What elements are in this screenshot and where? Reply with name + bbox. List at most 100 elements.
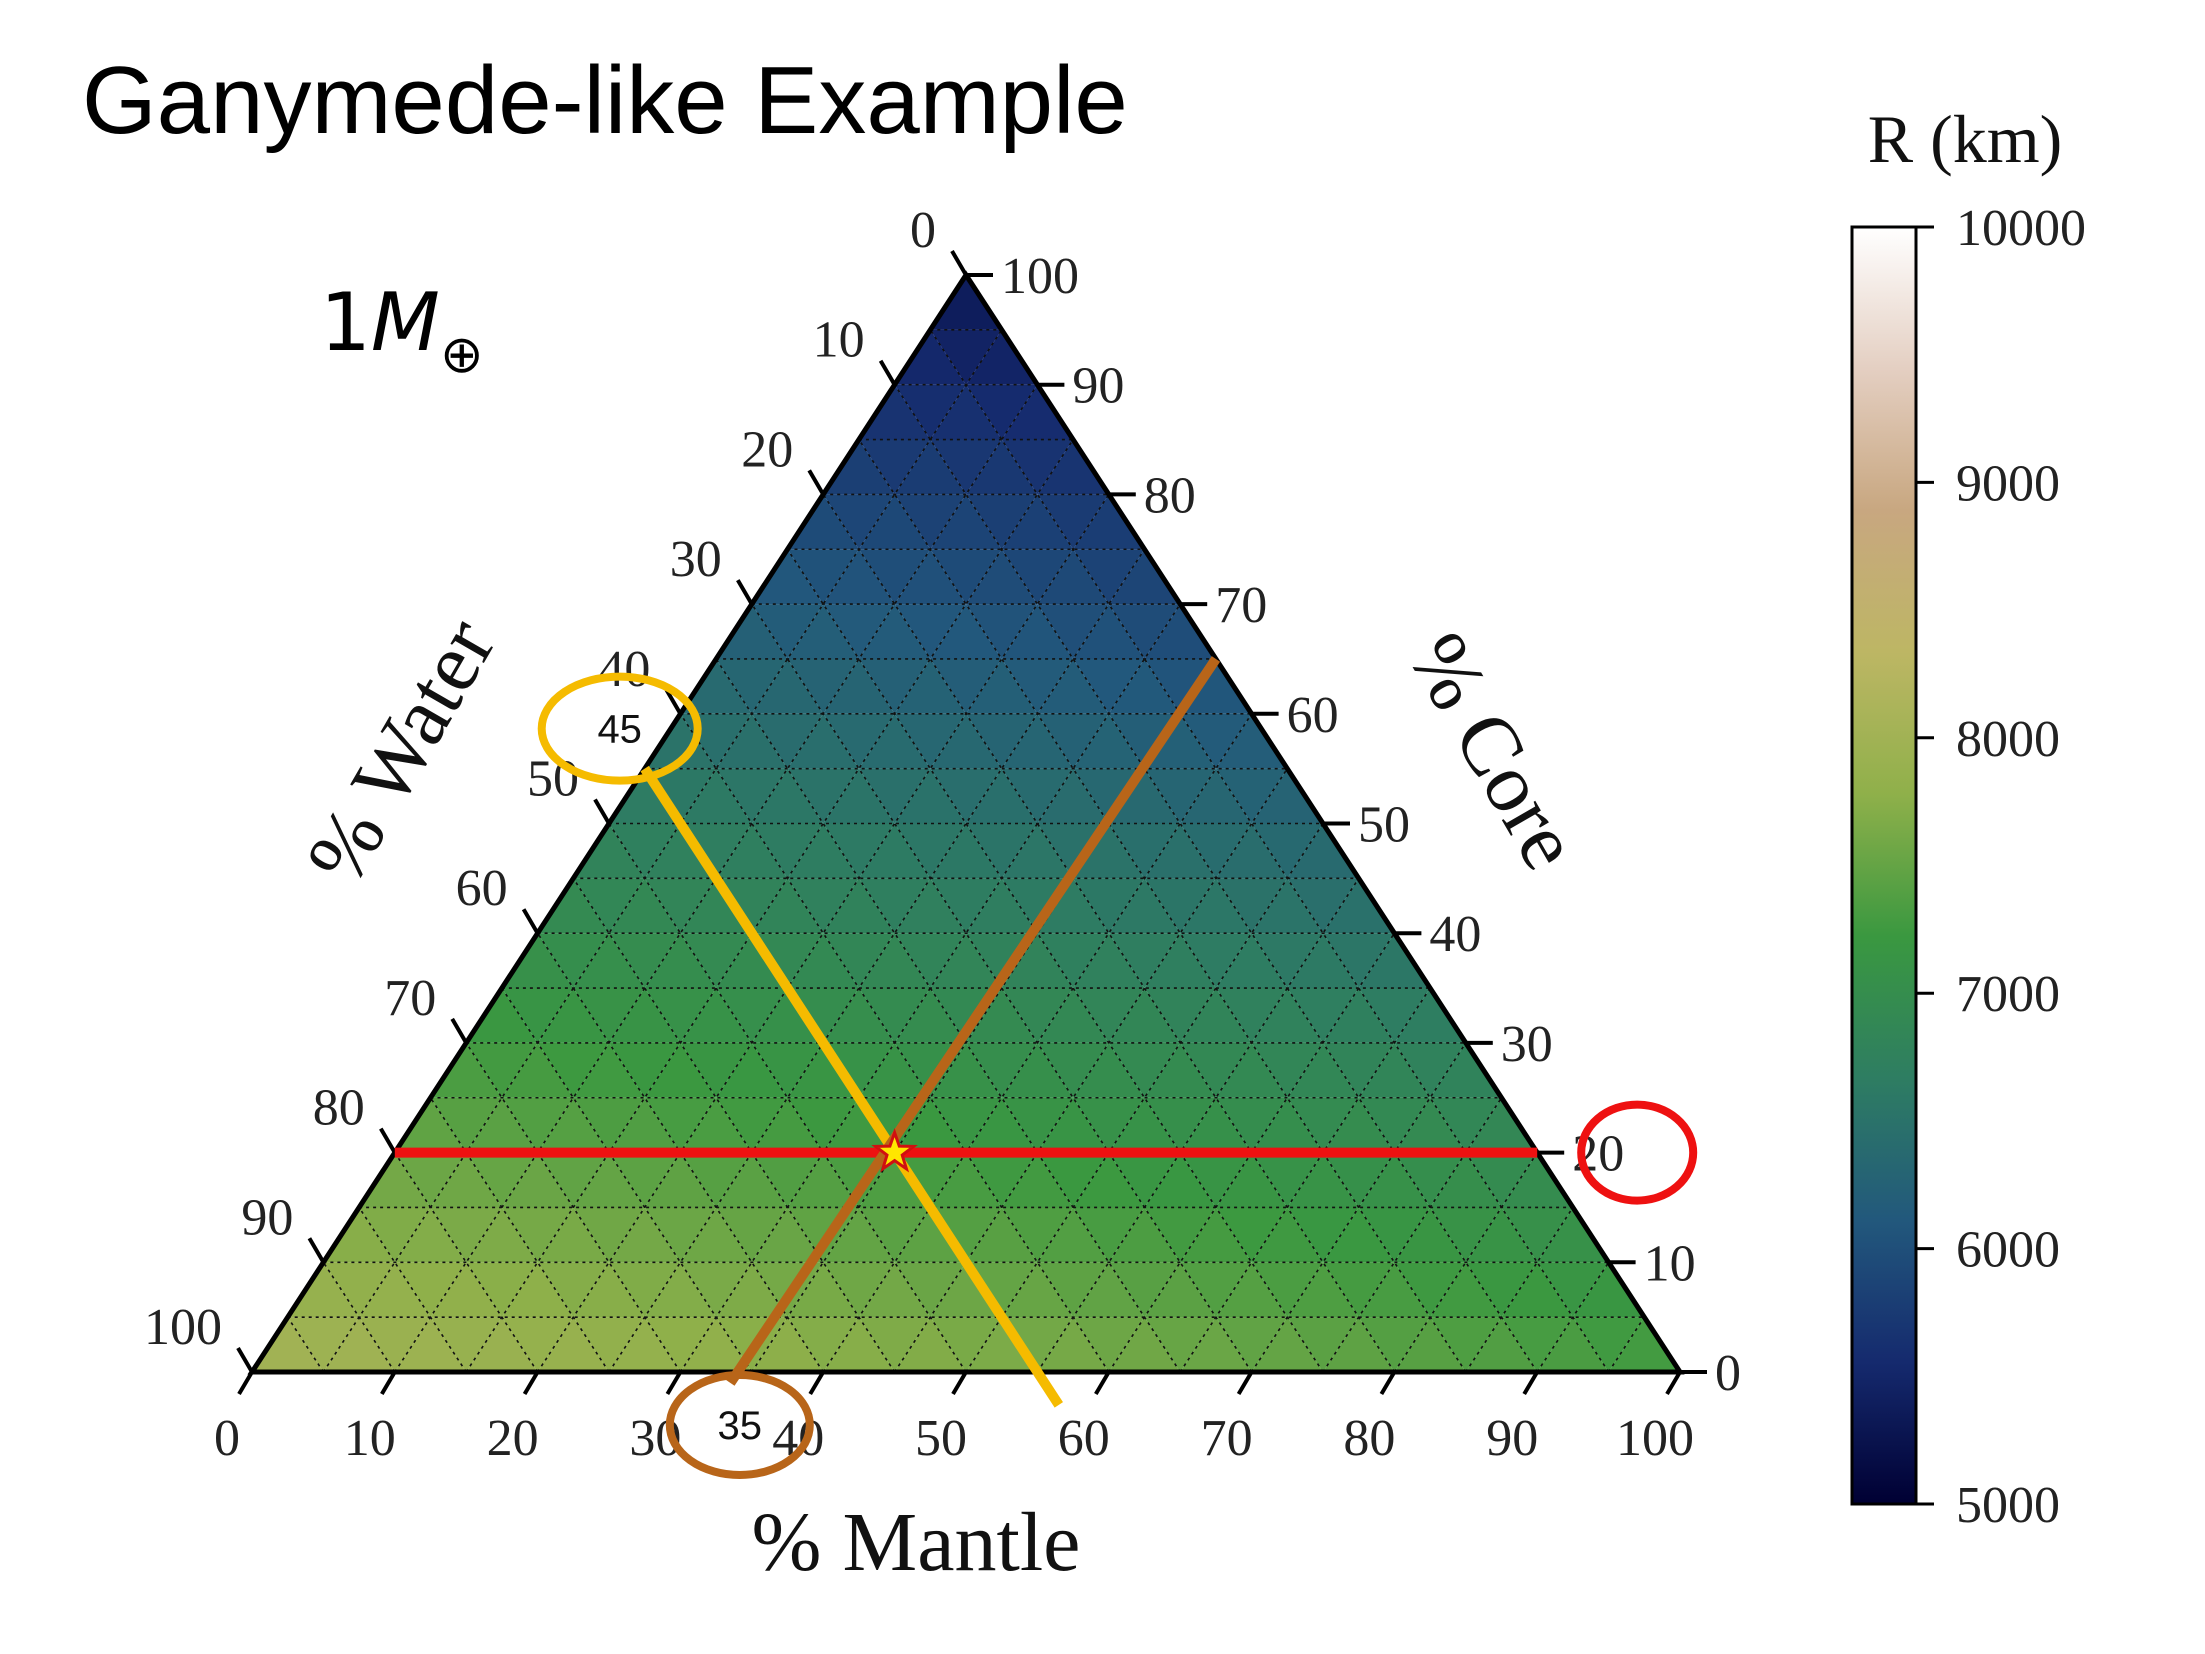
heatmap-cell	[1394, 1207, 1466, 1263]
heatmap-cell	[1001, 1097, 1074, 1153]
heatmap-cell	[716, 1207, 788, 1263]
heatmap-cell	[1287, 1097, 1359, 1153]
heatmap-cell	[858, 1262, 931, 1318]
core-tick-label: 0	[1715, 1345, 1741, 1402]
heatmap-cell	[1501, 1152, 1573, 1208]
heatmap-cell	[1287, 1207, 1359, 1263]
heatmap-cell	[680, 988, 752, 1043]
heatmap-cell	[1037, 768, 1109, 824]
colorbar-tick-label: 5000	[1956, 1477, 2060, 1534]
heatmap-cell	[501, 988, 574, 1043]
heatmap-cell	[1251, 988, 1323, 1043]
heatmap-cell	[787, 1097, 859, 1153]
grid-line	[1465, 1207, 1574, 1372]
heatmap-cell	[751, 549, 824, 605]
heatmap-cell	[894, 494, 966, 550]
heatmap-cell	[894, 439, 966, 495]
heatmap-cell	[1037, 1207, 1109, 1263]
heatmap-cell	[966, 1262, 1038, 1318]
heatmap-cell	[930, 823, 1002, 879]
heatmap-cell	[858, 713, 931, 769]
heatmap-cell	[894, 604, 966, 659]
grid-line	[322, 1261, 396, 1372]
heatmap-cell	[466, 1152, 538, 1208]
callouts: 45 35	[537, 672, 1698, 1479]
heatmap-cell	[751, 1042, 824, 1098]
heatmap-cell	[644, 1207, 717, 1263]
heatmap-cell	[1180, 1207, 1252, 1263]
heatmap-cell	[858, 988, 931, 1043]
heatmap-cell	[1108, 1152, 1181, 1208]
heatmap-cell	[1394, 1317, 1466, 1372]
heatmap-cell	[787, 1262, 859, 1318]
heatmap-cell	[894, 768, 966, 824]
heatmap-cell	[1465, 1262, 1538, 1318]
heatmap-cell	[430, 1207, 502, 1263]
heatmap-cell	[430, 1042, 502, 1098]
heatmap-cell	[751, 988, 824, 1043]
heatmap-cell	[966, 713, 1038, 769]
heatmap-cell	[537, 1097, 609, 1153]
heatmap-cell	[751, 823, 824, 879]
colorbar-gradient	[1850, 225, 1918, 1506]
heatmap-cell	[966, 1207, 1038, 1263]
heatmap-cell	[966, 1097, 1038, 1153]
heatmap-cell	[1608, 1317, 1680, 1372]
heatmap-cell	[823, 933, 895, 989]
heatmap-cell	[823, 439, 895, 495]
water-constant-line	[640, 765, 1064, 1408]
heatmap-cell	[894, 933, 966, 989]
heatmap-cell	[537, 1207, 609, 1263]
heatmap-cell	[1001, 604, 1074, 659]
heatmap-cell	[359, 1262, 431, 1318]
water-tick-label: 70	[384, 970, 436, 1027]
water-tick	[807, 469, 825, 496]
core-callout-circle	[1577, 1100, 1698, 1205]
heatmap-cell	[1073, 1042, 1145, 1098]
heatmap-cell	[1144, 604, 1216, 659]
heatmap-cell	[1001, 713, 1074, 769]
grid-line	[1036, 877, 1360, 1372]
heatmap-cell	[609, 1097, 681, 1153]
water-tick-label: 90	[241, 1189, 293, 1246]
heatmap-cell	[716, 713, 788, 769]
heatmap-cell	[1180, 1317, 1252, 1372]
heatmap-cell	[1215, 933, 1288, 989]
heatmap-cell	[823, 823, 895, 879]
heatmap-cell	[858, 823, 931, 879]
heatmap-cell	[1001, 494, 1074, 550]
heatmap-cell	[394, 1097, 467, 1153]
heatmap-cell	[751, 604, 824, 659]
heatmap-cell	[894, 878, 966, 934]
heatmap-cell	[1394, 1042, 1466, 1098]
constant-lines	[394, 656, 1538, 1408]
heatmap-cell	[751, 933, 824, 989]
heatmap-cell	[1073, 823, 1145, 879]
heatmap-cell	[1108, 604, 1181, 659]
heatmap-cell	[466, 1042, 538, 1098]
heatmap-cell	[394, 1317, 467, 1372]
heatmap-cell	[359, 1207, 431, 1263]
heatmap-cell	[894, 1207, 966, 1263]
heatmap-cell	[1287, 1042, 1359, 1098]
heatmap-cell	[751, 878, 824, 934]
mantle-tick	[1094, 1370, 1111, 1396]
heatmap-cell	[1108, 878, 1181, 934]
heatmap-cell	[680, 878, 752, 934]
heatmap-cell	[930, 1152, 1002, 1208]
water-tick-label: 60	[456, 860, 508, 917]
heatmap-cell	[751, 1317, 824, 1372]
heatmap-cell	[1215, 768, 1288, 824]
heatmap-cell	[1001, 439, 1074, 495]
heatmap-cell	[1108, 988, 1181, 1043]
heatmap-cell	[1323, 1317, 1395, 1372]
heatmap-cell	[716, 1097, 788, 1153]
heatmap-cell	[644, 988, 717, 1043]
heatmap-cell	[1287, 1262, 1359, 1318]
heatmap-cell	[1073, 604, 1145, 659]
heatmap-cell	[1144, 988, 1216, 1043]
heatmap-cell	[680, 1152, 752, 1208]
heatmap-cell	[716, 604, 788, 659]
mantle-tick-label: 40	[772, 1410, 824, 1467]
water-tick	[664, 688, 683, 715]
